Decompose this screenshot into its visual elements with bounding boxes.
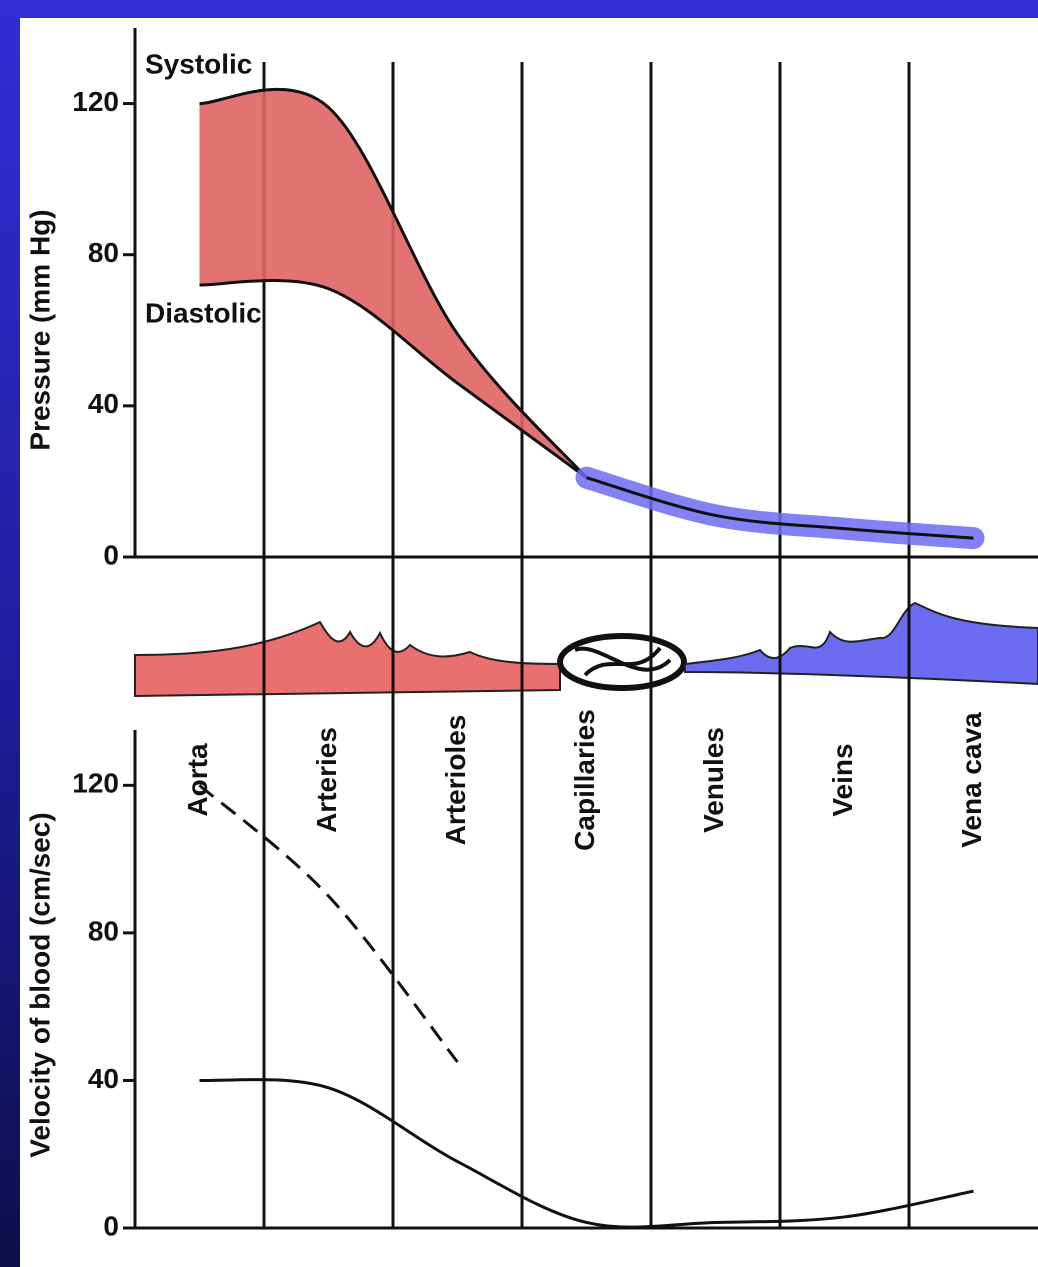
pressure-band: [199, 89, 587, 478]
x-category-label: Vena cava: [956, 712, 987, 848]
y-tick-label: 80: [88, 915, 119, 946]
series-line: [199, 1078, 974, 1229]
series-line: [199, 87, 588, 479]
y-tick-label: 40: [88, 388, 119, 419]
x-category-label: Veins: [827, 743, 858, 816]
y-tick-label: 120: [72, 86, 119, 117]
y-tick-label: 0: [103, 1210, 119, 1241]
y-tick-label: 120: [72, 768, 119, 799]
series-label: Systolic: [145, 48, 252, 79]
y-tick-label: 40: [88, 1063, 119, 1094]
series-label: Diastolic: [145, 297, 262, 328]
y-axis-title: Velocity of blood (cm/sec): [24, 812, 55, 1157]
x-category-label: Venules: [698, 727, 729, 833]
series-line: [198, 784, 459, 1063]
x-category-label: Arteries: [311, 727, 342, 833]
artery-wall: [134, 620, 561, 698]
y-tick-label: 0: [103, 539, 119, 570]
x-category-label: Aorta: [182, 743, 213, 817]
y-tick-label: 80: [88, 237, 119, 268]
vein-wall: [684, 601, 1038, 686]
series-line: [586, 476, 974, 540]
series-line: [199, 279, 588, 479]
x-category-label: Arterioles: [440, 715, 471, 846]
y-axis-title: Pressure (mm Hg): [24, 209, 55, 450]
x-category-label: Capillaries: [569, 709, 600, 851]
